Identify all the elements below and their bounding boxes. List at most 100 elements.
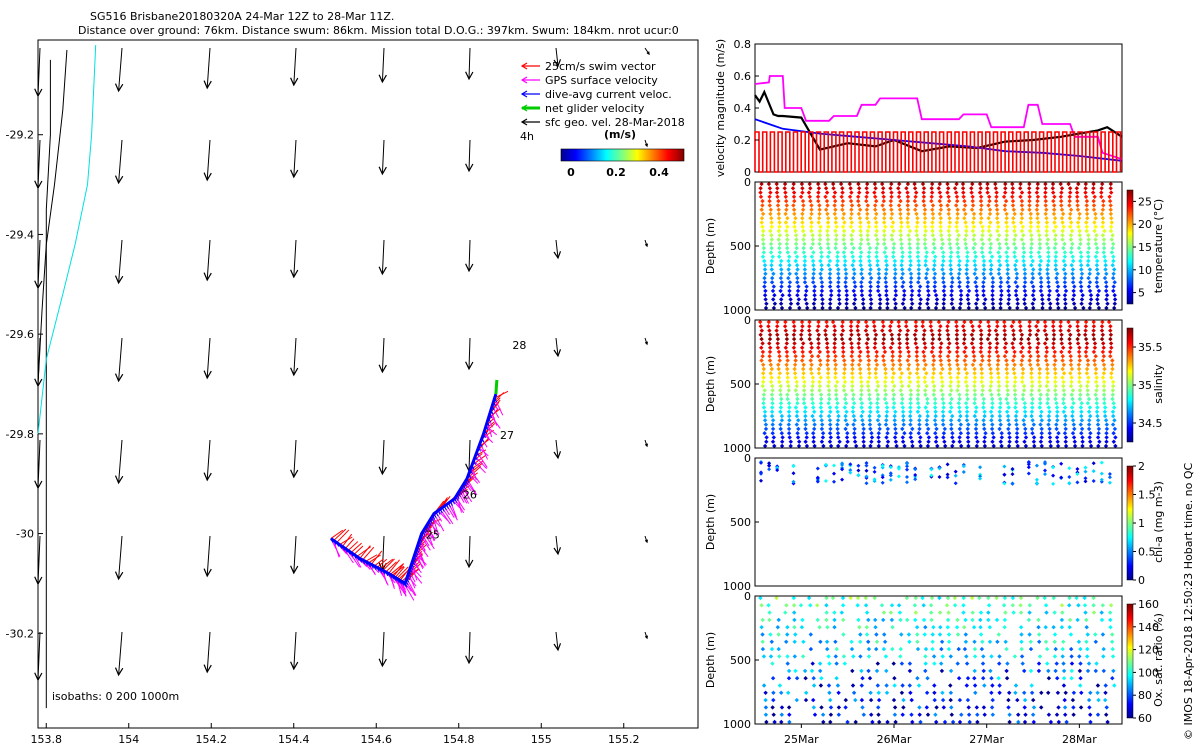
profile-point — [840, 345, 846, 350]
profile-point — [1006, 293, 1012, 298]
profile-point — [923, 216, 928, 221]
gps-vector — [452, 499, 462, 510]
date-ticks: 25Mar 26Mar 27Mar 28Mar — [784, 724, 1097, 746]
profile-point — [981, 288, 986, 294]
profile-point — [815, 603, 820, 608]
profile-point — [1086, 422, 1092, 427]
profile-point — [859, 413, 864, 419]
profile-point — [841, 341, 846, 346]
profile-point — [1044, 216, 1049, 221]
velocity-ytick-label: 0.2 — [734, 134, 752, 147]
profile-point — [1079, 284, 1084, 289]
profile-point — [900, 426, 905, 432]
current-arrow — [378, 47, 387, 84]
profile-point — [995, 366, 1000, 372]
current-arrow-shaft — [468, 239, 471, 272]
profile-point — [843, 267, 848, 272]
profile-point — [948, 668, 954, 674]
profile-point — [810, 396, 815, 402]
current-arrow-shaft — [468, 47, 471, 80]
profile-point — [1002, 345, 1008, 350]
profile-point — [791, 190, 797, 195]
profile-point — [890, 341, 895, 346]
profile-point — [1077, 228, 1082, 234]
profile-point — [949, 405, 954, 410]
velocity-series-0 — [754, 75, 1123, 161]
profile-point — [995, 362, 1000, 368]
profile-point — [1004, 358, 1009, 363]
profile-point — [921, 194, 927, 199]
current-arrow-shaft — [206, 239, 211, 281]
speed-colorbar — [560, 148, 685, 162]
profile-point — [786, 275, 791, 281]
profile-point — [759, 345, 764, 350]
profile-point — [1059, 186, 1065, 191]
profile-point — [1055, 443, 1061, 449]
profile-point — [908, 405, 913, 410]
profile-point — [850, 683, 856, 688]
profile-point — [930, 211, 936, 217]
profile-point — [1111, 241, 1116, 247]
profile-point — [801, 401, 807, 406]
profile-point — [794, 254, 800, 259]
profile-point — [974, 443, 979, 449]
current-arrow-shaft — [206, 631, 211, 673]
map-current-arrows — [34, 47, 650, 682]
profile-point — [775, 341, 780, 346]
profile-point — [827, 267, 833, 272]
profile-point — [786, 668, 792, 674]
profile-point — [1062, 705, 1068, 710]
profile-point — [1062, 254, 1068, 259]
profile-point — [779, 305, 785, 311]
profile-point — [917, 422, 922, 427]
profile-point — [1069, 654, 1074, 659]
current-arrow-shaft — [468, 439, 471, 472]
profile-point — [785, 375, 790, 380]
profile-point — [1078, 250, 1083, 255]
profile-point — [1066, 319, 1071, 325]
profile-point — [922, 366, 927, 372]
profile-point — [1096, 431, 1101, 436]
profile-point — [934, 705, 939, 710]
profile-point — [843, 284, 848, 289]
profile-point — [818, 668, 823, 674]
profile-point — [1006, 443, 1012, 449]
profile-point — [876, 431, 881, 436]
profile-point — [1044, 233, 1049, 238]
profile-point — [850, 371, 855, 376]
profile-point — [1093, 668, 1098, 674]
profile-point — [824, 610, 829, 615]
profile-point — [849, 639, 854, 644]
profile-point — [825, 375, 831, 380]
profile-point — [1075, 194, 1080, 199]
profile-point — [1069, 228, 1075, 234]
current-arrow-shaft — [293, 139, 297, 178]
profile-point — [758, 332, 763, 338]
profile-point — [925, 301, 930, 306]
profile-point — [771, 690, 776, 695]
profile-point — [916, 293, 922, 298]
profile-point — [884, 690, 890, 695]
profile-point — [819, 254, 824, 259]
profile-point — [873, 371, 878, 376]
profile-point — [900, 439, 906, 444]
profile-point — [925, 413, 930, 419]
profile-point — [1021, 250, 1027, 255]
profile-point — [1011, 328, 1016, 333]
profile-point — [776, 617, 781, 623]
profile-point — [1053, 250, 1059, 255]
profile-point — [937, 595, 942, 601]
profile-point — [850, 366, 855, 372]
profile-point — [839, 332, 844, 338]
profile-point — [948, 379, 954, 385]
profile-point — [1062, 293, 1068, 298]
profile-point — [794, 413, 800, 419]
profile-point — [868, 293, 873, 298]
current-arrow-shaft — [118, 535, 123, 580]
profile-point — [788, 301, 794, 306]
profile-point — [800, 190, 805, 195]
profile-point — [921, 617, 927, 623]
profile-point — [1083, 324, 1089, 329]
profile-point — [1052, 632, 1058, 637]
